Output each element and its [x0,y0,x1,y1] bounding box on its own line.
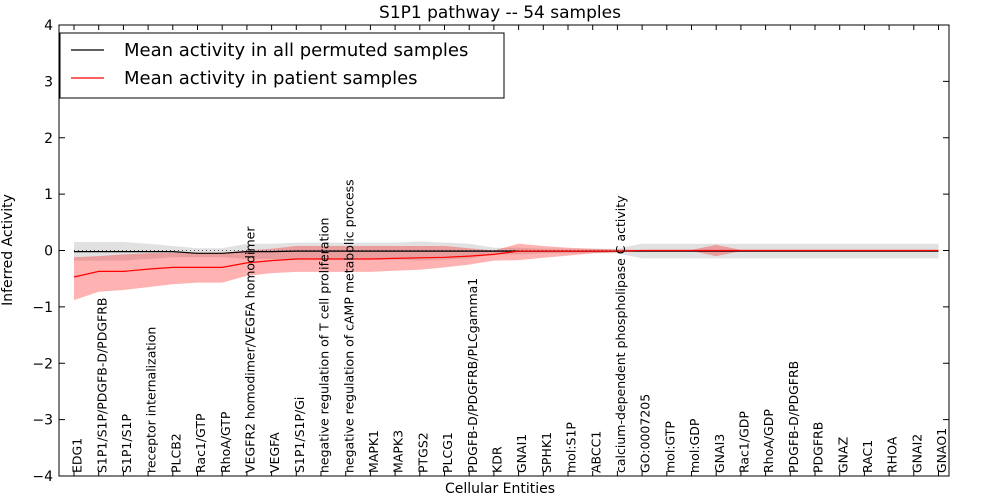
x-category-label: MAPK3 [391,430,406,473]
x-category-label: receptor internalization [144,327,159,473]
x-category-label: GNAO1 [934,428,949,473]
x-category-label: mol:S1P [564,422,579,473]
x-category-label: KDR [489,446,504,473]
x-category-label: negative regulation of cAMP metabolic pr… [341,179,356,473]
x-category-label: S1P1/S1P [119,414,134,473]
x-category-label: mol:GDP [687,418,702,473]
y-tick-label: −3 [32,413,53,429]
x-category-label: PDGFB-D/PDGFRB/PLCgamma1 [465,278,480,473]
y-tick-label: 2 [44,131,53,147]
x-category-label: EDG1 [70,438,85,473]
chart-title: S1P1 pathway -- 54 samples [379,3,621,23]
x-category-label: Rac1/GDP [736,411,751,473]
patient-mean-line [73,249,939,278]
x-category-label: calcium-dependent phospholipase C activi… [613,195,628,473]
x-category-label: VEGFA [267,432,282,473]
x-category-label: GNAI1 [514,434,529,473]
x-category-label: GO:0007205 [638,394,653,473]
x-axis-title: Cellular Entities [445,481,555,497]
x-category-label: S1P1/S1P/Gi [292,397,307,473]
y-tick-label: 3 [44,74,53,90]
x-category-label: mol:GTP [662,421,677,473]
y-tick-label: 1 [44,187,53,203]
x-category-label: PDGFRB [811,422,826,473]
x-category-label: ABCC1 [588,431,603,473]
y-tick-label: −1 [32,300,53,316]
x-category-label: S1P1/S1P/PDGFB-D/PDGFRB [94,298,109,474]
x-category-label: RHOA [885,436,900,473]
legend-label-patient: Mean activity in patient samples [124,68,418,89]
x-category-label: PLCB2 [168,433,183,473]
x-category-label: RAC1 [860,440,875,473]
x-category-label: RhoA/GDP [761,409,776,473]
x-category-label: PTGS2 [415,432,430,473]
y-tick-label: 0 [44,244,53,260]
legend: Mean activity in all permuted samples Me… [59,32,505,99]
y-axis-title: Inferred Activity [0,194,16,306]
x-category-label: negative regulation of T cell proliferat… [317,218,332,473]
x-category-label: GNAZ [835,437,850,473]
x-category-label: PDGFB-D/PDGFRB [786,361,801,473]
legend-box [59,32,505,99]
y-tick-label: −4 [32,469,53,485]
y-tick-label: −2 [32,356,53,372]
patient-range-band [74,243,939,301]
x-category-label: SPHK1 [539,432,554,473]
legend-label-permuted: Mean activity in all permuted samples [124,40,468,61]
x-category-label: GNAI2 [909,434,924,473]
y-tick-label: 4 [44,18,53,34]
plot-area: 4 3 2 1 0 −1 −2 −3 −4 EDG1 S1P1/S1P/PDGFB-D/PDGFRB… [32,18,949,485]
x-category-label: PLCG1 [440,432,455,473]
x-category-label: MAPK1 [366,430,381,473]
x-category-label: GNAI3 [712,434,727,473]
x-category-label: VEGFR2 homodimer/VEGFA homodimer [242,226,257,473]
x-category-label: RhoA/GTP [218,411,233,473]
x-category-label: Rac1/GTP [193,413,208,473]
plot-frame [58,24,950,477]
